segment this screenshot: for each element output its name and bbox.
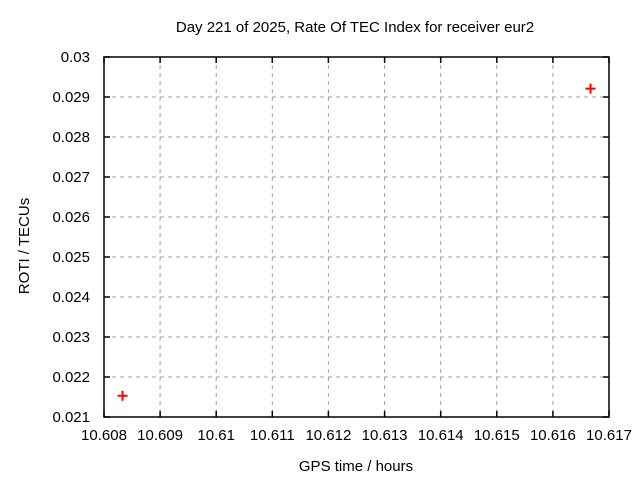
data-point-plus-marker [117, 390, 128, 401]
grid-layer [104, 57, 609, 417]
y-tick-label: 0.03 [61, 49, 90, 66]
x-tick-label: 10.613 [362, 427, 408, 444]
x-tick-label: 10.617 [586, 427, 632, 444]
y-tick-label: 0.021 [52, 409, 90, 426]
tick-label-layer: 10.608 10.609 10.61 10.611 10.612 10.613 10.61… [52, 49, 631, 444]
y-tick-label: 0.025 [52, 249, 90, 266]
data-points-layer [117, 83, 596, 401]
y-tick-label: 0.028 [52, 129, 90, 146]
y-tick-label: 0.022 [52, 369, 90, 386]
x-tick-label: 10.612 [305, 427, 351, 444]
y-tick-label: 0.027 [52, 169, 90, 186]
x-tick-label: 10.614 [418, 427, 464, 444]
plot-border [103, 56, 610, 418]
chart-title: Day 221 of 2025, Rate Of TEC Index for r… [176, 19, 534, 36]
y-tick-label: 0.029 [52, 89, 90, 106]
x-tick-label: 10.615 [474, 427, 520, 444]
y-tick-label: 0.024 [52, 289, 90, 306]
axis-layer [103, 56, 610, 418]
x-tick-label: 10.61 [197, 427, 235, 444]
x-tick-label: 10.616 [530, 427, 576, 444]
y-tick-label: 0.026 [52, 209, 90, 226]
x-tick-label: 10.609 [137, 427, 183, 444]
x-tick-label: 10.611 [250, 427, 295, 444]
y-axis-label: ROTI / TECUs [16, 198, 33, 294]
x-axis-label: GPS time / hours [299, 458, 413, 475]
x-tick-label: 10.608 [81, 427, 127, 444]
y-tick-label: 0.023 [52, 329, 90, 346]
data-point-plus-marker [585, 83, 596, 94]
